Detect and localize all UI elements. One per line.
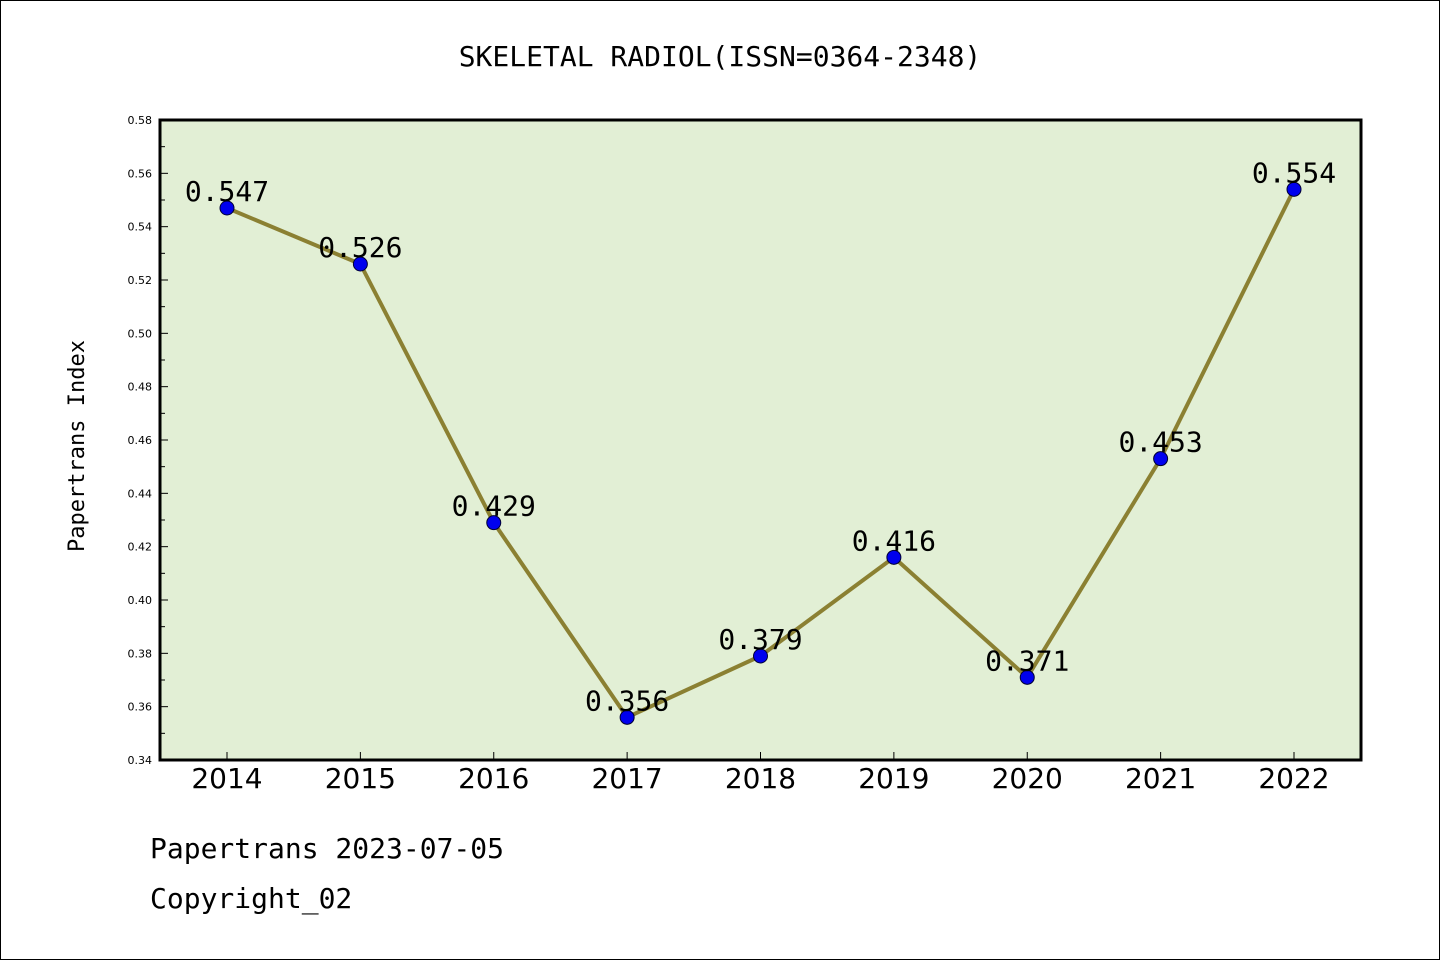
chart-title: SKELETAL RADIOL(ISSN=0364-2348) bbox=[459, 40, 982, 73]
data-label: 0.356 bbox=[585, 684, 669, 717]
data-point bbox=[753, 648, 768, 664]
y-tick-label: 0.36 bbox=[128, 701, 153, 714]
data-label: 0.453 bbox=[1118, 426, 1202, 459]
x-tick-label: 2020 bbox=[992, 762, 1063, 795]
data-label: 0.379 bbox=[718, 623, 802, 656]
x-tick-label: 2017 bbox=[591, 762, 662, 795]
y-tick-label: 0.48 bbox=[128, 381, 153, 394]
x-tick-label: 2021 bbox=[1125, 762, 1196, 795]
data-label: 0.526 bbox=[318, 231, 402, 264]
x-axis-ticks: 2014 2015 2016 2017 2018 2019 2020 2021 2022 bbox=[191, 752, 1330, 795]
data-labels: 0.547 0.526 0.429 0.356 0.379 0.416 0.371 0.453… bbox=[185, 156, 1336, 717]
y-tick-label: 0.58 bbox=[128, 114, 153, 127]
y-axis-ticks: 0.34 0.36 0.38 0.40 0.42 0.44 0.46 0.48 0.50 0.52… bbox=[128, 114, 168, 767]
y-tick-label: 0.44 bbox=[128, 487, 153, 500]
y-axis-label: Papertrans Index bbox=[65, 340, 90, 552]
x-tick-label: 2019 bbox=[858, 762, 929, 795]
footer-copyright-text: Copyright_02 bbox=[150, 882, 353, 915]
y-tick-label: 0.46 bbox=[128, 434, 153, 447]
x-tick-label: 2014 bbox=[191, 762, 262, 795]
y-tick-label: 0.56 bbox=[128, 167, 153, 180]
data-point bbox=[352, 256, 368, 272]
x-tick-label: 2018 bbox=[725, 762, 796, 795]
y-tick-label: 0.34 bbox=[128, 754, 153, 767]
x-tick-label: 2022 bbox=[1258, 762, 1329, 795]
footer-date-text: Papertrans 2023-07-05 bbox=[150, 832, 505, 865]
data-label: 0.554 bbox=[1252, 156, 1336, 189]
data-point bbox=[219, 200, 235, 216]
data-label: 0.429 bbox=[452, 490, 536, 523]
y-tick-label: 0.40 bbox=[128, 594, 153, 607]
x-tick-label: 2016 bbox=[458, 762, 529, 795]
x-tick-label: 2015 bbox=[325, 762, 396, 795]
data-point bbox=[1286, 181, 1302, 197]
data-point bbox=[1153, 451, 1169, 467]
data-point bbox=[1019, 669, 1035, 685]
data-point bbox=[619, 709, 635, 725]
data-label: 0.416 bbox=[852, 524, 936, 557]
y-tick-label: 0.42 bbox=[128, 541, 153, 554]
data-markers bbox=[219, 181, 1302, 725]
data-label: 0.371 bbox=[985, 644, 1069, 677]
data-label: 0.547 bbox=[185, 175, 269, 208]
y-tick-label: 0.50 bbox=[128, 327, 153, 340]
y-tick-label: 0.52 bbox=[128, 274, 153, 287]
data-point bbox=[886, 549, 902, 565]
y-tick-label: 0.38 bbox=[128, 647, 153, 660]
y-tick-label: 0.54 bbox=[128, 221, 153, 234]
data-point bbox=[486, 515, 502, 531]
